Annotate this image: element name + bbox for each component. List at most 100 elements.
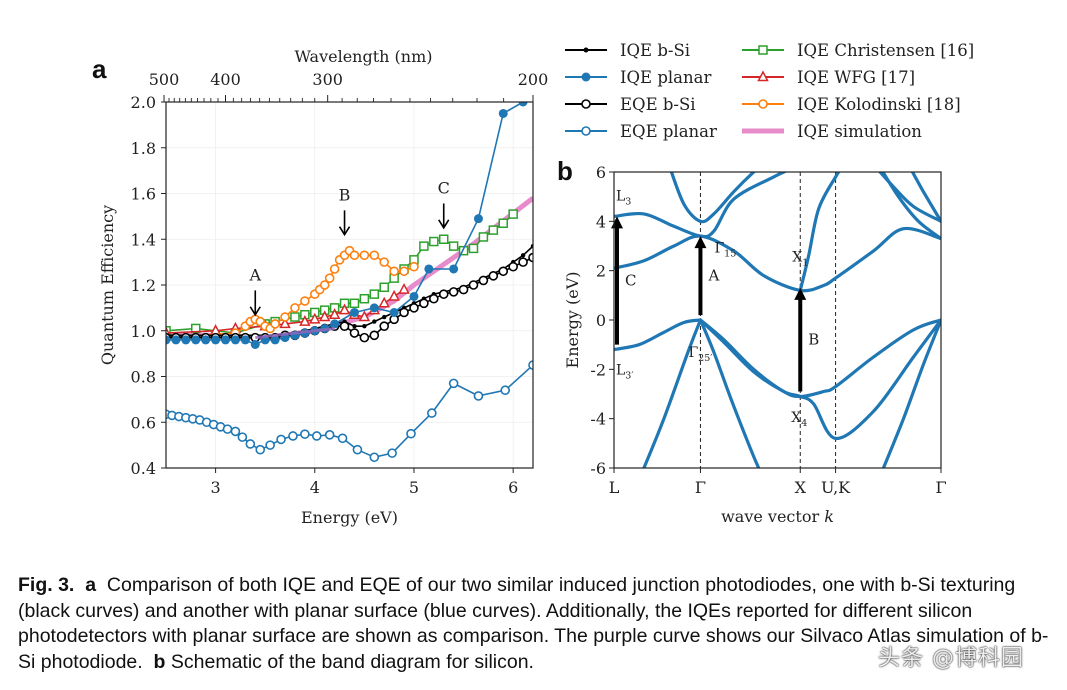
data-point xyxy=(478,275,489,286)
legend-item-eqe-planar: EQE planar xyxy=(565,122,717,141)
series-group xyxy=(166,102,533,463)
data-point xyxy=(270,319,280,329)
data-point xyxy=(349,328,360,338)
legend-item-iqe-wfg-17: IQE WFG [17] xyxy=(742,68,915,87)
legend-label: EQE b-Si xyxy=(620,95,696,114)
data-point xyxy=(520,253,526,258)
x-tick-label: X xyxy=(795,478,807,497)
band-conduction-1 xyxy=(614,226,941,293)
data-point xyxy=(458,245,469,256)
data-point xyxy=(429,293,439,304)
band-valence-4 xyxy=(642,318,703,468)
data-point xyxy=(382,314,387,320)
legend-item-eqe-b-si: EQE b-Si xyxy=(565,95,696,114)
data-point xyxy=(488,271,499,281)
series-line-eqe-planar xyxy=(166,364,533,459)
legend-marker xyxy=(758,45,768,55)
legend-marker xyxy=(581,72,591,82)
data-point xyxy=(290,303,300,313)
data-point xyxy=(369,452,380,463)
data-point xyxy=(379,282,389,293)
data-point xyxy=(270,335,280,345)
data-point xyxy=(399,266,409,277)
data-point xyxy=(230,335,240,345)
data-point xyxy=(369,303,379,313)
series-iqe-planar xyxy=(166,102,528,349)
x-tick-label: U,K xyxy=(821,478,851,497)
data-point xyxy=(290,312,300,322)
data-point xyxy=(379,321,390,331)
data-point xyxy=(508,261,518,272)
data-point xyxy=(406,428,416,439)
data-point xyxy=(201,335,211,345)
band-valence-1 xyxy=(614,318,702,352)
data-point xyxy=(409,291,419,301)
data-point xyxy=(211,335,221,345)
x2-tick-label: 300 xyxy=(312,70,343,89)
data-point xyxy=(352,323,357,329)
data-point xyxy=(358,310,371,322)
legend-marker xyxy=(581,99,591,109)
annotation-label: A xyxy=(248,265,261,284)
data-point xyxy=(230,426,241,437)
data-point xyxy=(222,424,233,434)
data-point xyxy=(318,310,331,322)
data-point xyxy=(255,444,266,455)
data-point xyxy=(181,335,191,345)
data-point xyxy=(528,360,533,370)
data-point xyxy=(300,429,310,439)
data-point xyxy=(458,284,469,295)
data-point xyxy=(288,431,298,441)
data-point xyxy=(468,243,479,254)
transition-label: B xyxy=(808,331,819,349)
x-tick-label: Γ xyxy=(695,478,706,497)
band-conduction-4 xyxy=(798,172,841,292)
legend-marker xyxy=(583,47,589,53)
data-point xyxy=(528,252,533,263)
data-point xyxy=(240,335,250,345)
data-point xyxy=(378,296,390,308)
data-point xyxy=(518,257,528,267)
data-point xyxy=(448,378,459,389)
x2-tick-label: 200 xyxy=(518,70,549,89)
point-label: Γ25′ xyxy=(688,345,712,364)
band-valence-3 xyxy=(698,318,761,468)
data-point xyxy=(359,332,370,343)
band-conduction-3 xyxy=(669,172,757,224)
series-iqe-kolodinski-18 xyxy=(166,245,419,343)
data-point xyxy=(438,289,449,299)
caption-a-text: Comparison of both IQE and EQE of our tw… xyxy=(18,574,1049,673)
data-point xyxy=(280,312,290,322)
watermark: 头条 @博科园 xyxy=(878,646,1024,671)
x-tick-label: 6 xyxy=(508,478,518,497)
annotation-arrow-head xyxy=(338,226,351,237)
data-point xyxy=(324,273,335,283)
x2-tick-label: 400 xyxy=(210,70,241,89)
band-conduction-7 xyxy=(910,172,941,223)
point-label: L3 xyxy=(616,189,631,208)
legend-label: IQE b-Si xyxy=(620,41,690,60)
y-tick-label: -6 xyxy=(590,459,606,478)
legend-item-iqe-b-si: IQE b-Si xyxy=(565,41,690,60)
series-eqe-b-si xyxy=(166,252,533,343)
data-point xyxy=(300,296,310,306)
data-point xyxy=(399,307,409,318)
panel-a-label: a xyxy=(92,54,107,84)
data-point xyxy=(221,335,231,345)
transition-arrow-head xyxy=(794,287,807,300)
transition-arrow-head xyxy=(610,216,623,229)
data-point xyxy=(498,108,508,118)
data-point xyxy=(379,257,390,267)
data-point xyxy=(409,261,419,272)
data-point xyxy=(500,385,511,396)
y-tick-label: 2 xyxy=(596,262,606,281)
caption-a-label: a xyxy=(85,574,97,596)
transition-C: C xyxy=(610,216,636,345)
data-point xyxy=(369,250,380,261)
data-point xyxy=(329,264,340,274)
y-tick-label: 0.6 xyxy=(131,413,156,432)
y-tick-label: 1.8 xyxy=(131,139,156,158)
y-tick-label: 1.2 xyxy=(131,276,156,295)
data-point xyxy=(359,293,370,304)
data-point xyxy=(389,266,399,277)
